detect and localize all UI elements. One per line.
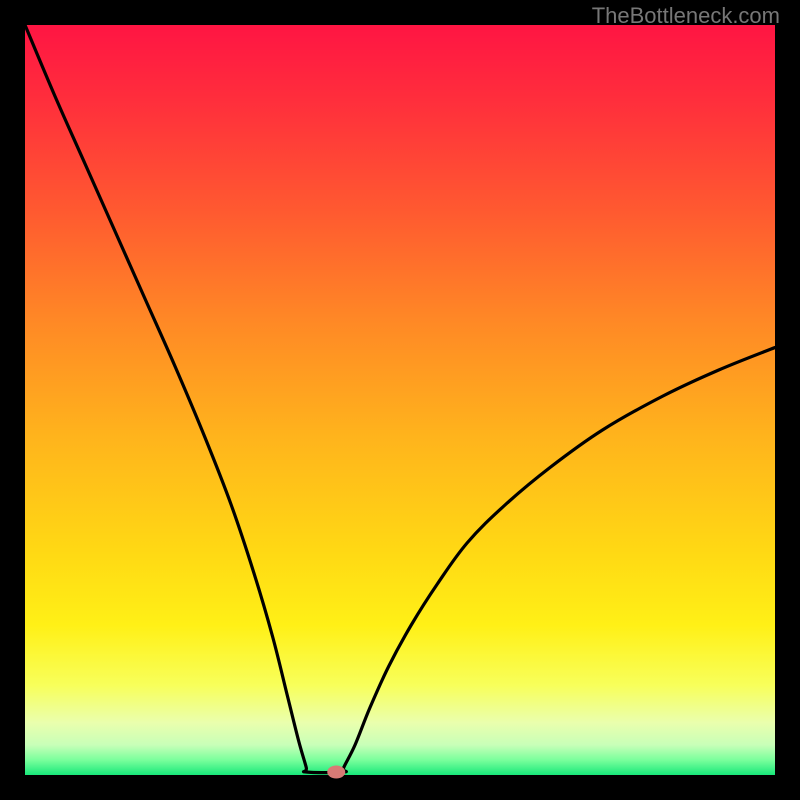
bottleneck-chart xyxy=(0,0,800,800)
valley-marker xyxy=(327,766,345,779)
watermark-text: TheBottleneck.com xyxy=(592,3,780,29)
plot-background xyxy=(25,25,775,775)
